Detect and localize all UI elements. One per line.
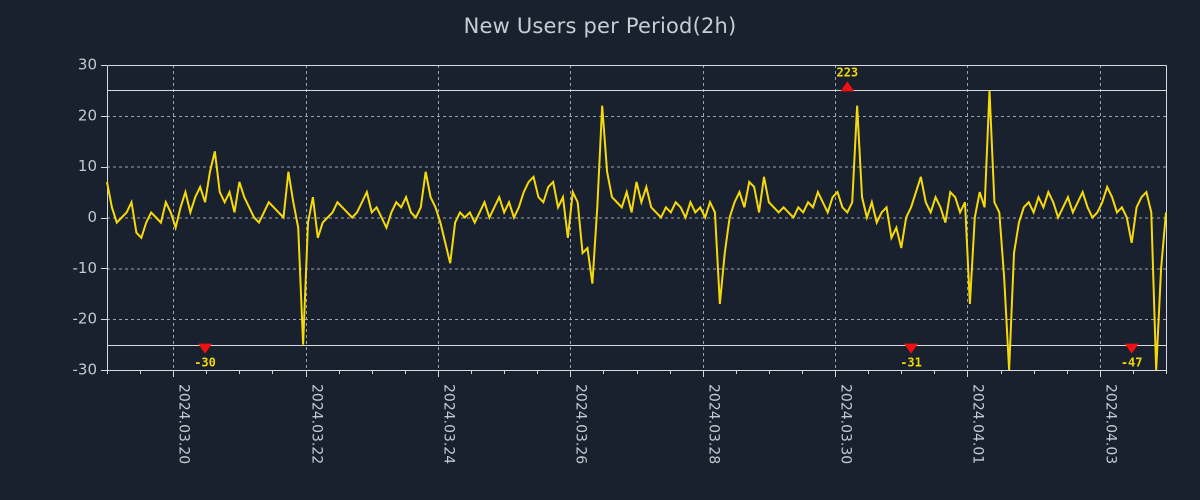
y-axis-tick-label: 30	[78, 56, 97, 74]
anomaly-value-label: -31	[900, 356, 922, 370]
y-axis-tick-label: 10	[78, 157, 97, 175]
y-axis-tick-label: -20	[73, 310, 98, 328]
y-axis-labels: 30 20 10 0 -10 -20 -30	[73, 56, 98, 379]
y-axis-tick-label: 0	[87, 208, 97, 226]
anomaly-marker[interactable]	[840, 81, 855, 92]
x-axis-tick-label: 2024.03.26	[573, 384, 589, 464]
anomaly-marker[interactable]	[1124, 343, 1139, 354]
x-axis-tick-label: 2024.03.24	[441, 384, 457, 464]
y-axis-tick-label: 20	[78, 106, 97, 124]
x-axis-tick-label: 2024.04.01	[970, 384, 986, 464]
x-axis-labels: 2024.03.20 2024.03.22 2024.03.24 2024.03.26…	[176, 384, 1119, 464]
x-axis-tick-label: 2024.03.30	[838, 384, 854, 464]
data-series-layer	[106, 90, 1167, 371]
chart-title: New Users per Period(2h)	[463, 14, 737, 38]
anomaly-value-label: -47	[1121, 356, 1143, 370]
x-axis-tick-label: 2024.03.20	[176, 384, 192, 464]
anomaly-marker[interactable]	[904, 343, 919, 354]
anomaly-value-label: -30	[194, 356, 216, 370]
y-axis-tick-label: -10	[73, 259, 98, 277]
y-axis-tick-label: -30	[73, 361, 98, 379]
series-line-new-users	[106, 90, 1167, 371]
x-axis-tick-label: 2024.03.28	[706, 384, 722, 464]
x-axis-tick-label: 2024.04.03	[1103, 384, 1119, 464]
anomaly-annotations: -30 223 -31 -47	[194, 65, 1142, 369]
anomaly-value-label: 223	[836, 65, 858, 79]
anomaly-marker[interactable]	[198, 343, 213, 354]
x-axis-tick-label: 2024.03.22	[309, 384, 325, 464]
